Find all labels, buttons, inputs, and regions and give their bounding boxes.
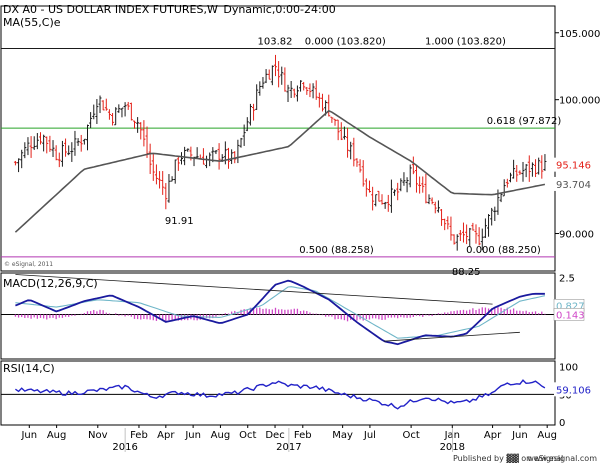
footer-url[interactable]: www.esignal.com — [527, 454, 597, 463]
month-label: Jan — [444, 430, 460, 441]
macd-trendline — [383, 331, 520, 342]
chart-title: DX A0 - US DOLLAR INDEX FUTURES,W Dynami… — [3, 3, 336, 16]
month-label: Jul — [363, 430, 376, 441]
ma-label: MA(55,C)e — [3, 16, 61, 29]
month-label: Jun — [511, 430, 528, 441]
annotation-label: 0.000 (103.820) — [305, 37, 386, 48]
month-label: Oct — [239, 430, 256, 441]
annotation-label: 0.000 (88.250) — [466, 245, 541, 256]
annotation-label: 103.82 — [258, 37, 293, 48]
month-label: Jun — [184, 430, 201, 441]
price-tick-label: 105.000 — [559, 29, 600, 40]
macd-trendline — [15, 274, 493, 305]
ma-line — [14, 109, 546, 233]
rsi-tick-label: 100 — [559, 363, 578, 374]
annotation-label: 91.91 — [165, 216, 194, 227]
rsi-value-label: 59.106 — [556, 385, 591, 396]
macd-value-box — [553, 308, 585, 321]
month-label: Apr — [157, 430, 175, 441]
x-axis: Jun Aug Nov Feb Apr Jun Aug Oct Dec Feb May Jul Oct J… — [1, 424, 557, 453]
rsi-tick-label: 0 — [559, 418, 565, 429]
copyright-label: © eSignal, 2011 — [4, 261, 53, 268]
last-value-label: 95.146 — [556, 161, 591, 172]
rsi-value-box — [554, 382, 598, 397]
month-label: Aug — [47, 430, 67, 441]
month-label: Aug — [211, 430, 231, 441]
panel-frames — [0, 5, 556, 426]
last-value-label: 93.704 — [556, 180, 591, 191]
month-label: May — [332, 430, 353, 441]
month-label: Feb — [294, 430, 312, 441]
macd-value-label: 0.143 — [556, 310, 585, 321]
macd-label: MACD(12,26,9,C) — [3, 277, 98, 290]
rsi-line — [15, 379, 546, 410]
annotation-label: 1.000 (103.820) — [425, 37, 506, 48]
month-label: Aug — [537, 430, 557, 441]
macd-line — [15, 279, 545, 346]
annotation-label: 0.500 (88.258) — [299, 245, 374, 256]
month-label: Dec — [265, 430, 284, 441]
footer-published: Published by ▓▓ on eSignal — [453, 453, 563, 463]
month-label: Nov — [88, 430, 108, 441]
month-label: Oct — [402, 430, 419, 441]
last-value-box — [554, 157, 598, 172]
annotation-label: 0.618 (97.872) — [487, 116, 562, 127]
price-panel[interactable]: 105.000100.00095.00090.000103.8291.9188.… — [1, 29, 600, 278]
rsi-panel[interactable]: 10050059.106 — [1, 363, 598, 430]
macd-tick-label: 2.5 — [559, 273, 575, 284]
last-value-box — [554, 176, 598, 191]
price-tick-label: 100.000 — [559, 96, 600, 107]
year-label: 2017 — [276, 442, 301, 453]
frame-price — [0, 5, 556, 272]
month-label: Feb — [130, 430, 148, 441]
signal-line — [15, 286, 546, 339]
month-label: Jun — [20, 430, 37, 441]
macd-value-label: 0.827 — [556, 301, 585, 312]
year-label: 2016 — [112, 442, 137, 453]
month-label: Apr — [484, 430, 502, 441]
annotation-label: 88.25 — [452, 267, 481, 278]
year-label: 2018 — [440, 442, 465, 453]
price-tick-label: 90.000 — [559, 230, 594, 241]
rsi-label: RSI(14,C) — [3, 362, 55, 375]
